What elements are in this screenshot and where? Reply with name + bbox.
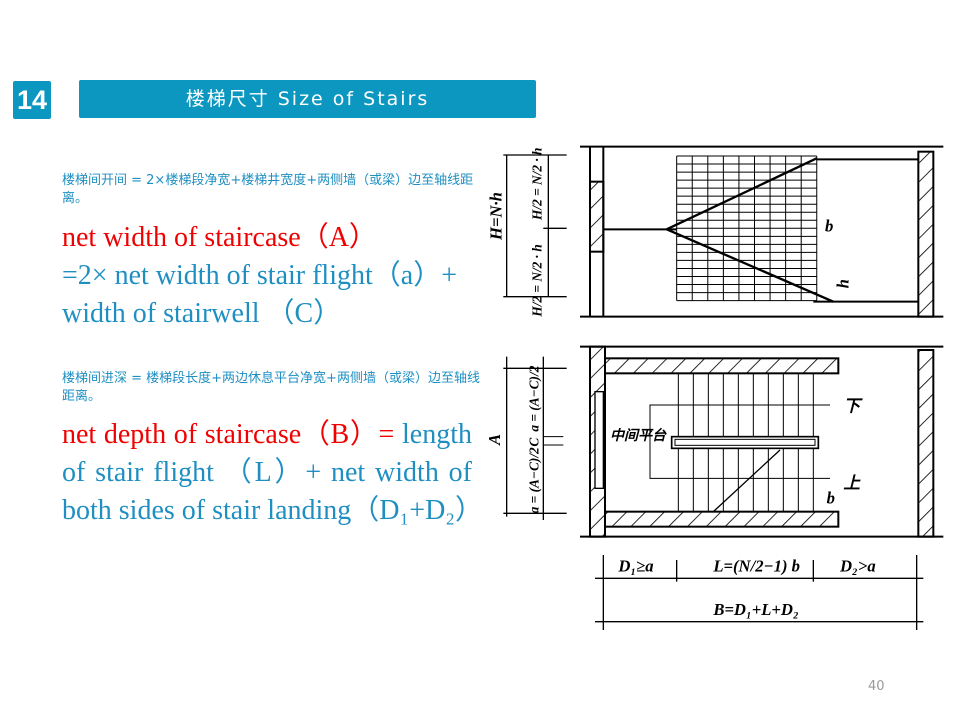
width-formula: =2× net width of stair flight（a）+ width … [62, 260, 457, 329]
width-definition-en: net width of staircase（A） =2× net width … [62, 219, 472, 333]
label-h: h [833, 279, 852, 288]
plan-view [503, 345, 944, 630]
label-C: C [526, 437, 541, 447]
slide-title: 楼梯尺寸 Size of Stairs [79, 80, 536, 118]
width-term: net width of staircase（A） [62, 222, 377, 253]
depth-term: net depth of staircase（B）= [62, 419, 395, 450]
label-down: 下 [843, 397, 863, 416]
label-B: B=D₁+L+D₂ [712, 600, 798, 619]
label-a-bottom: a = (A−C)/2 [526, 447, 541, 513]
label-a-top: a = (A−C)/2 [526, 365, 541, 431]
label-H-half-top: H/2 = N/2 · h [530, 148, 545, 221]
page-number: 40 [868, 679, 885, 694]
label-D1: D₁≥a [617, 557, 653, 576]
label-L: L=(N/2−1) b [712, 557, 800, 576]
depth-definition-cn: 楼梯间进深 = 楼梯段长度+两边休息平台净宽+两侧墙（或梁）边至轴线距离。 [62, 371, 480, 404]
label-D2: D₂>a [839, 557, 876, 576]
slide-number-badge: 14 [13, 81, 51, 119]
label-A: A [485, 434, 504, 446]
label-landing: 中间平台 [610, 427, 667, 444]
label-up: 上 [843, 473, 861, 492]
label-H-half-bottom: H/2 = N/2 · h [530, 244, 545, 317]
label-H-total: H=N·h [487, 192, 506, 241]
width-definition-cn: 楼梯间开间 = 2×楼梯段净宽+楼梯井宽度+两侧墙（或梁）边至轴线距离。 [62, 173, 474, 206]
depth-definition-en: net depth of staircase（B）= length of sta… [62, 416, 483, 530]
stair-diagram: H=N·h H/2 = N/2 · h H/2 = N/2 · h b h A … [485, 145, 944, 630]
label-b-top: b [825, 217, 833, 236]
depth-formula: length of stair flight （L）+ net width of… [62, 419, 484, 526]
label-b-bottom: b [827, 488, 835, 507]
section-view [503, 145, 944, 318]
